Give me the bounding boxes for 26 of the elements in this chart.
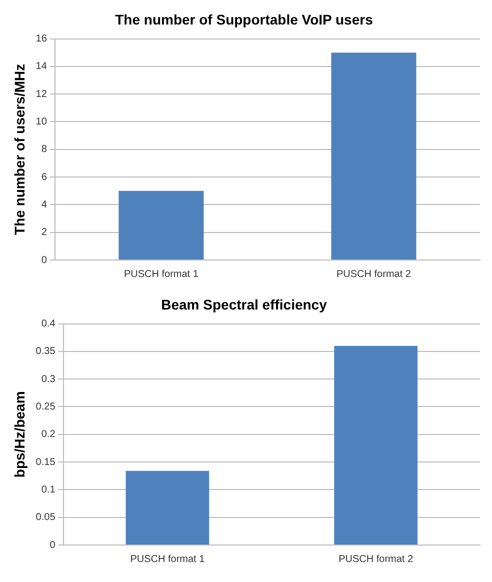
- y-tick-label: 0: [50, 540, 56, 551]
- y-tick-label: 8: [41, 144, 48, 156]
- x-tick-label: PUSCH format 1: [130, 554, 206, 565]
- y-tick-label: 0.25: [36, 402, 56, 412]
- y-tick-label: 0.35: [36, 346, 56, 358]
- y-tick-label: 0: [41, 254, 48, 266]
- y-tick-label: 0.15: [36, 456, 56, 468]
- y-tick-label: 10: [36, 116, 48, 128]
- y-tick-label: 16: [36, 34, 48, 45]
- y-tick-label: 0.2: [41, 429, 56, 440]
- chart-title: The number of Supportable VoIP users: [115, 11, 374, 28]
- y-tick-label: 0.1: [41, 484, 56, 496]
- chart-title: Beam Spectral efficiency: [161, 296, 328, 312]
- y-tick-label: 14: [36, 61, 48, 72]
- y-tick-label: 2: [41, 227, 48, 238]
- y-tick-label: 6: [41, 172, 48, 183]
- x-tick-label: PUSCH format 1: [124, 268, 199, 280]
- y-tick-label: 4: [41, 199, 48, 210]
- x-tick-label: PUSCH format 2: [336, 268, 412, 280]
- y-axis-title: The number of users/MHz: [11, 64, 28, 235]
- y-tick-label: 0.4: [41, 318, 56, 330]
- y-tick-label: 0.05: [36, 512, 56, 524]
- x-tick-label: PUSCH format 2: [338, 554, 414, 565]
- y-axis-title: bps/Hz/beam: [11, 391, 28, 478]
- y-tick-label: 12: [36, 88, 48, 100]
- y-tick-label: 0.3: [41, 374, 56, 385]
